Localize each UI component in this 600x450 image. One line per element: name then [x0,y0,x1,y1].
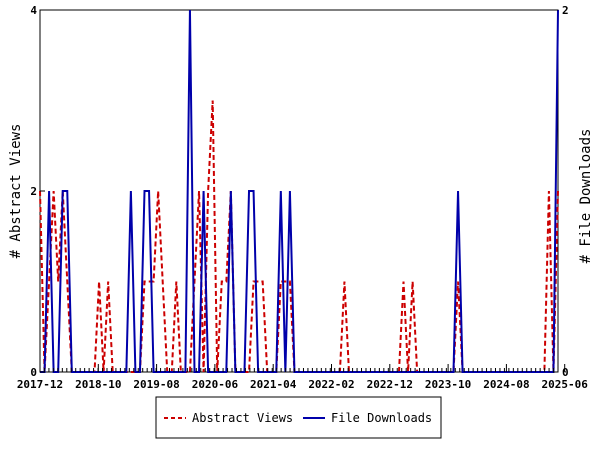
plot-frame [39,9,559,373]
legend-label-file-downloads: File Downloads [331,411,432,425]
x-tick-label: 2023-10 [425,378,471,391]
x-tick-label: 2025-06 [542,378,589,391]
y-right-tick-label: 2 [562,4,569,17]
x-tick-label: 2022-02 [308,378,354,391]
ticks-group [39,9,566,373]
y-tick-labels: 0 2 4 0 2 [30,4,568,379]
y-left-tick-label: 2 [30,185,37,198]
x-tick-label: 2024-08 [483,378,529,391]
y-right-tick-label: 0 [562,366,569,379]
legend: Abstract Views File Downloads [155,396,442,439]
legend-label-abstract-views: Abstract Views [192,411,293,425]
y-right-axis-title: # File Downloads [578,129,594,264]
x-tick-label: 2022-12 [367,378,413,391]
series-line-file-downloads [40,9,559,373]
y-left-axis-title: # Abstract Views [8,124,24,259]
legend-box [155,396,442,439]
series-group [39,9,559,373]
x-tick-label: 2019-08 [133,378,179,391]
x-tick-label: 2020-06 [192,378,239,391]
x-tick-labels: 2017-12 2018-10 2019-08 2020-06 2021-04 2022-… [17,378,588,391]
x-tick-label: 2021-04 [250,378,297,391]
x-tick-label: 2018-10 [75,378,121,391]
x-tick-label: 2017-12 [17,378,63,391]
y-left-tick-label: 0 [30,366,37,379]
plot-border [39,9,559,373]
series-line-abstract-views [39,100,559,373]
y-left-tick-label: 4 [30,4,37,17]
